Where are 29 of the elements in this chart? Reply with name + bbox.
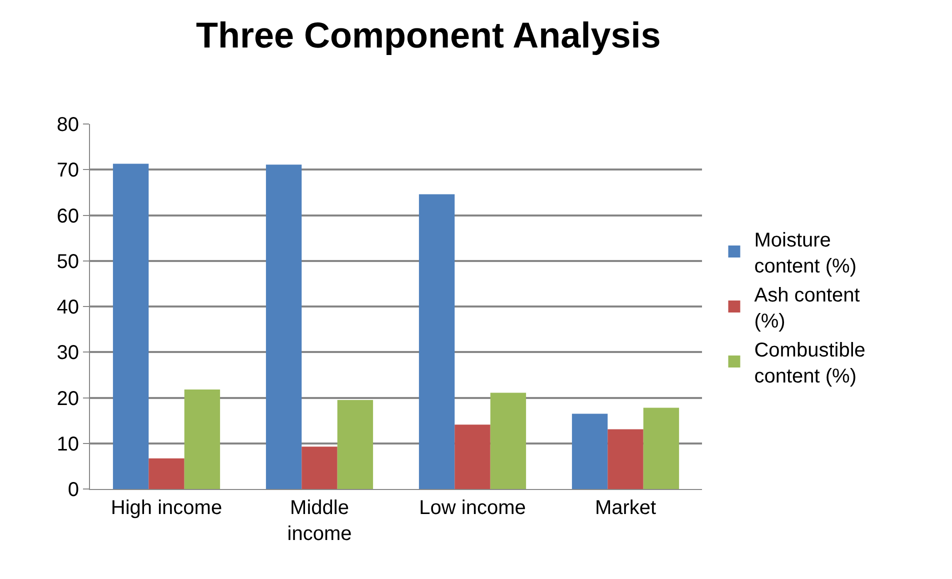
bar (337, 400, 374, 489)
bar (266, 164, 302, 489)
bar (112, 164, 149, 489)
y-tick-label: 50 (56, 250, 79, 273)
x-tick-label: Middle income (287, 497, 352, 545)
legend-label: Moisture content (%) (754, 229, 857, 278)
y-tick-label: 0 (68, 479, 79, 501)
bar (184, 390, 220, 489)
y-tick-label: 20 (56, 388, 79, 410)
x-tick-label: High income (110, 497, 222, 519)
bar (302, 446, 338, 489)
y-tick-label: 30 (56, 342, 79, 364)
legend-label: Ash content (%) (754, 284, 860, 332)
bar (572, 414, 608, 489)
legend-label: Combustible content (%) (754, 339, 866, 388)
y-tick-label: 10 (56, 433, 79, 456)
y-tick-label: 40 (56, 296, 79, 318)
chart-title: Three Component Analysis (196, 14, 661, 56)
bar (490, 392, 526, 489)
y-tick-label: 80 (56, 114, 79, 136)
x-tick-label: Market (594, 497, 657, 519)
y-tick-label: 60 (56, 205, 79, 228)
bar (608, 429, 644, 489)
bar (148, 458, 184, 489)
x-tick-label: Low income (419, 497, 526, 519)
bar (454, 424, 490, 489)
bar (418, 194, 455, 489)
bar (643, 408, 680, 489)
y-tick-label: 70 (56, 160, 79, 182)
